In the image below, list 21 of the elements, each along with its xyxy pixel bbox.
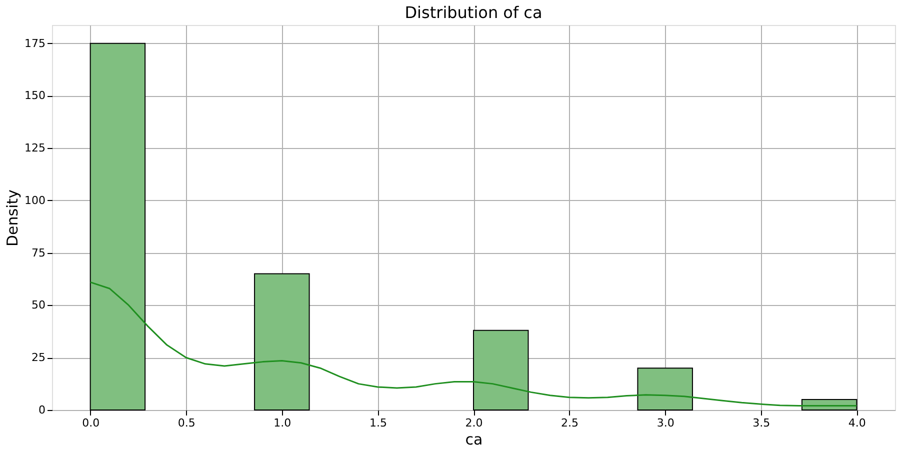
x-axis-title: ca xyxy=(465,430,483,448)
x-tick-label: 2.0 xyxy=(465,416,483,430)
x-tick-label: 2.5 xyxy=(561,416,579,430)
y-tick-label: 150 xyxy=(24,89,46,102)
x-tick-label: 0.5 xyxy=(178,416,196,430)
x-tick-label: 3.0 xyxy=(656,416,674,430)
x-tick-label: 3.5 xyxy=(752,416,770,430)
x-tick-label: 4.0 xyxy=(848,416,866,430)
chart-title: Distribution of ca xyxy=(404,3,542,22)
x-tick-label: 1.5 xyxy=(369,416,387,430)
y-tick-label: 0 xyxy=(38,404,46,416)
y-axis-title: Density xyxy=(4,189,22,247)
y-tick-label: 125 xyxy=(24,142,46,155)
y-tick-label: 75 xyxy=(32,246,46,260)
line-series xyxy=(90,281,858,407)
x-tick-label: 1.0 xyxy=(274,416,292,430)
y-tick-label: 175 xyxy=(24,36,46,50)
x-tick-label: 0.0 xyxy=(82,416,100,430)
y-tick-label: 100 xyxy=(24,194,46,207)
y-tick-label: 50 xyxy=(32,298,46,312)
y-tick-label: 25 xyxy=(32,351,46,364)
